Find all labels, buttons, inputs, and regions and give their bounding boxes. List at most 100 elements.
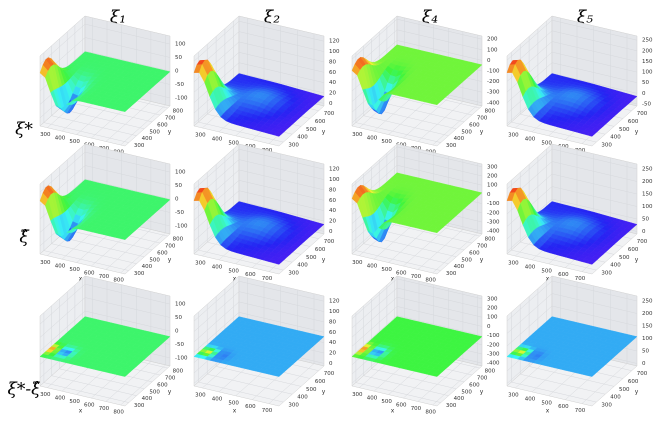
x-tick-label: 300 xyxy=(195,260,206,266)
x-tick-label: 800 xyxy=(425,277,436,283)
x-tick-label: 400 xyxy=(525,136,536,142)
z-tick-label: -50 xyxy=(175,210,184,216)
x-tick-label: 600 xyxy=(396,271,407,277)
z-tick-label: 200 xyxy=(487,173,498,179)
x-grid-line xyxy=(432,295,478,406)
x-tick-label: 700 xyxy=(411,274,422,280)
z-tick-label: 0 xyxy=(175,197,179,203)
surface-patch xyxy=(586,372,596,377)
surface xyxy=(39,51,171,114)
y-tick-label: 800 xyxy=(173,109,184,115)
z-tick-label: 50 xyxy=(642,349,649,355)
y-axis-label: y xyxy=(635,389,639,396)
z-tick-label: 0 xyxy=(329,361,333,367)
x-axis-label: x xyxy=(546,276,550,283)
row-label: ξ* xyxy=(15,120,33,140)
surface xyxy=(351,172,483,243)
surface-patch xyxy=(586,260,596,265)
z-tick-label: 200 xyxy=(642,311,653,317)
x-tick-label: 300 xyxy=(40,392,51,398)
z-tick-label: 200 xyxy=(642,179,653,185)
y-tick-label: 600 xyxy=(628,379,639,385)
z-grid-line xyxy=(506,51,638,93)
z-grid-line xyxy=(39,297,171,338)
y-tick-label: 400 xyxy=(142,396,153,402)
z-grid-line xyxy=(39,283,171,325)
surface xyxy=(506,59,638,137)
y-tick-label: 600 xyxy=(157,122,168,128)
y-tick-label: 400 xyxy=(610,395,621,401)
y-tick-label: 400 xyxy=(454,264,465,270)
x-grid-line xyxy=(268,293,315,404)
z-grid-line xyxy=(351,146,483,187)
x-tick-label: 400 xyxy=(367,396,378,402)
y-axis-label: y xyxy=(322,257,326,264)
z-tick-label: 250 xyxy=(642,299,653,305)
x-tick-label: 500 xyxy=(381,139,392,145)
z-tick-label: 40 xyxy=(329,208,336,214)
y-tick-label: 400 xyxy=(454,396,465,402)
y-tick-label: 700 xyxy=(637,371,648,377)
z-tick-label: 100 xyxy=(487,315,498,321)
y-axis-label: y xyxy=(635,257,639,264)
z-tick-label: -100 xyxy=(487,201,500,207)
z-tick-label: 100 xyxy=(175,302,186,308)
row-label: ξ*-ξ̂ xyxy=(8,380,43,400)
z-tick-label: -400 xyxy=(487,361,500,367)
x-tick-label: 800 xyxy=(425,409,436,415)
z-tick-label: 120 xyxy=(329,39,340,45)
z-tick-label: 150 xyxy=(642,192,653,198)
y-tick-label: 300 xyxy=(601,271,612,277)
panel: 300400500600700300400500600700-500501001… xyxy=(506,15,653,155)
z-grid-line xyxy=(506,173,638,215)
x-tick-label: 600 xyxy=(396,403,407,409)
z-tick-label: 50 xyxy=(642,80,649,86)
x-tick-label: 300 xyxy=(508,132,519,138)
surface-patch xyxy=(273,260,283,265)
y-grid-line xyxy=(198,312,284,403)
y-tick-label: 700 xyxy=(324,371,335,377)
y-tick-label: 700 xyxy=(324,239,335,245)
z-tick-label: 200 xyxy=(487,305,498,311)
surface xyxy=(506,187,638,265)
z-tick-label: -200 xyxy=(487,210,500,216)
x-axis-label: x xyxy=(79,276,83,283)
surface xyxy=(351,316,483,377)
z-tick-label: 0 xyxy=(487,58,491,64)
x-tick-label: 500 xyxy=(541,140,552,146)
surface-patch xyxy=(273,132,283,137)
x-tick-label: 300 xyxy=(352,132,363,138)
y-tick-label: 500 xyxy=(619,255,630,261)
y-tick-label: 500 xyxy=(306,127,317,133)
x-axis-label: x xyxy=(391,408,395,415)
z-tick-label: 50 xyxy=(175,55,182,61)
z-tick-label: 50 xyxy=(175,183,182,189)
z-tick-label: -300 xyxy=(487,352,500,358)
z-grid-line xyxy=(351,287,483,329)
y-tick-label: 600 xyxy=(315,119,326,125)
y-tick-label: 600 xyxy=(315,247,326,253)
y-tick-label: 400 xyxy=(142,264,153,270)
z-tick-label: 150 xyxy=(642,324,653,330)
z-tick-label: -200 xyxy=(487,79,500,85)
y-tick-label: 300 xyxy=(288,403,299,409)
panel: 300400500600700800300400500600700800-400… xyxy=(351,275,500,415)
surface-patch xyxy=(431,372,441,377)
x-tick-label: 400 xyxy=(525,396,536,402)
z-tick-label: -100 xyxy=(175,355,188,361)
panel: 300400500600700800300400500600700800-100… xyxy=(39,15,188,155)
x-tick-label: 400 xyxy=(55,396,66,402)
column-header: ξ₅ xyxy=(577,8,593,28)
z-tick-label: 100 xyxy=(329,309,340,315)
y-tick-label: 600 xyxy=(469,382,480,388)
z-tick-label: 250 xyxy=(642,38,653,44)
z-tick-label: -300 xyxy=(487,90,500,96)
x-tick-label: 500 xyxy=(541,268,552,274)
z-tick-label: -100 xyxy=(175,95,188,101)
x-tick-label: 500 xyxy=(541,400,552,406)
panel: 300400500600700800300400500600700800-400… xyxy=(351,15,500,155)
panel: 300 400 500 600 700 300 400 500 600 700 0 50 100 150 2… xyxy=(506,143,653,283)
z-grid-line xyxy=(193,180,325,221)
z-grid-line xyxy=(193,312,325,353)
z-tick-label: 100 xyxy=(329,177,340,183)
